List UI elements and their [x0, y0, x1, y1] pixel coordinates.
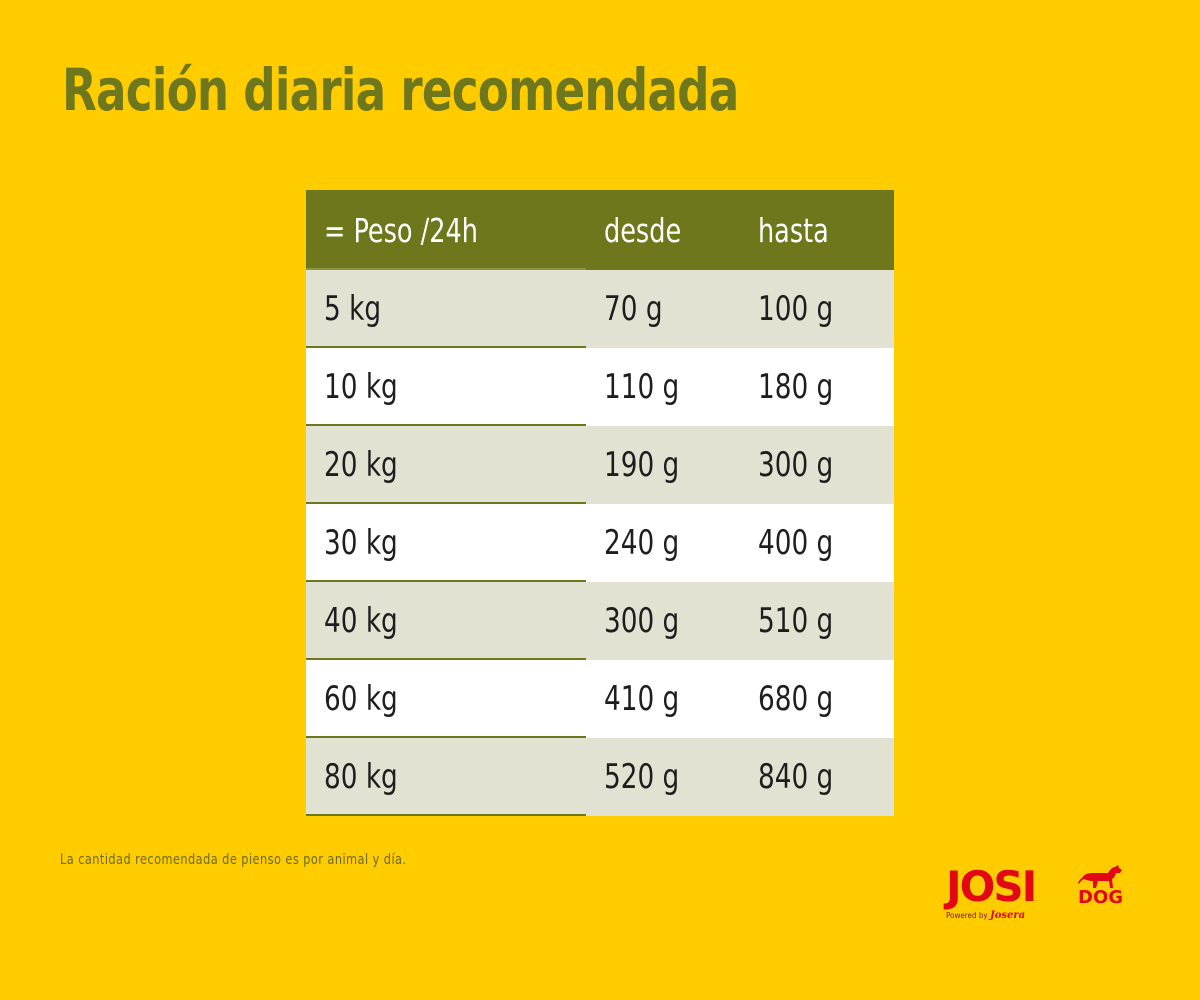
- logo-dog-text: DOG: [1078, 887, 1124, 908]
- to-cell: 180 g: [740, 348, 894, 426]
- weight-value: 80 kg: [324, 757, 398, 797]
- weight-cell: 20 kg: [306, 426, 586, 504]
- header-from-label: desde: [604, 210, 682, 250]
- to-cell: 400 g: [740, 504, 894, 582]
- from-value: 70 g: [604, 289, 663, 329]
- weight-cell: 10 kg: [306, 348, 586, 426]
- table-row: 60 kg 410 g 680 g: [306, 660, 894, 738]
- from-cell: 300 g: [586, 582, 740, 660]
- from-value: 410 g: [604, 679, 680, 719]
- weight-value: 40 kg: [324, 601, 398, 641]
- from-cell: 110 g: [586, 348, 740, 426]
- to-value: 180 g: [758, 367, 834, 407]
- from-value: 240 g: [604, 523, 680, 563]
- page-title: Ración diaria recomendada: [62, 56, 739, 124]
- header-weight-label: = Peso /24h: [324, 210, 478, 250]
- weight-value: 5 kg: [324, 289, 382, 329]
- from-cell: 70 g: [586, 270, 740, 348]
- logo-tagline: Powered by Josera: [946, 910, 1025, 922]
- to-value: 840 g: [758, 757, 834, 797]
- to-value: 680 g: [758, 679, 834, 719]
- table-row: 30 kg 240 g 400 g: [306, 504, 894, 582]
- from-cell: 190 g: [586, 426, 740, 504]
- table-row: 20 kg 190 g 300 g: [306, 426, 894, 504]
- feeding-table: = Peso /24h desde hasta 5 kg 70 g 100 g …: [306, 190, 894, 816]
- table-row: 40 kg 300 g 510 g: [306, 582, 894, 660]
- to-value: 300 g: [758, 445, 834, 485]
- from-cell: 410 g: [586, 660, 740, 738]
- powered-by-text: Powered by: [946, 911, 988, 920]
- to-cell: 510 g: [740, 582, 894, 660]
- weight-cell: 5 kg: [306, 270, 586, 348]
- to-value: 400 g: [758, 523, 834, 563]
- table-row: 10 kg 110 g 180 g: [306, 348, 894, 426]
- weight-cell: 30 kg: [306, 504, 586, 582]
- from-value: 520 g: [604, 757, 680, 797]
- table-header-row: = Peso /24h desde hasta: [306, 190, 894, 270]
- header-cell-to: hasta: [740, 190, 894, 270]
- from-cell: 240 g: [586, 504, 740, 582]
- weight-cell: 60 kg: [306, 660, 586, 738]
- header-cell-from: desde: [586, 190, 740, 270]
- table-row: 5 kg 70 g 100 g: [306, 270, 894, 348]
- to-cell: 840 g: [740, 738, 894, 816]
- from-value: 190 g: [604, 445, 680, 485]
- from-value: 300 g: [604, 601, 680, 641]
- weight-value: 60 kg: [324, 679, 398, 719]
- to-cell: 100 g: [740, 270, 894, 348]
- table-row: 80 kg 520 g 840 g: [306, 738, 894, 816]
- weight-value: 30 kg: [324, 523, 398, 563]
- footnote: La cantidad recomendada de pienso es por…: [60, 852, 407, 868]
- to-cell: 300 g: [740, 426, 894, 504]
- weight-cell: 40 kg: [306, 582, 586, 660]
- to-cell: 680 g: [740, 660, 894, 738]
- weight-cell: 80 kg: [306, 738, 586, 816]
- logo-wordmark: JOSI: [946, 862, 1037, 911]
- to-value: 100 g: [758, 289, 834, 329]
- weight-value: 20 kg: [324, 445, 398, 485]
- header-to-label: hasta: [758, 210, 829, 250]
- to-value: 510 g: [758, 601, 834, 641]
- weight-value: 10 kg: [324, 367, 398, 407]
- dog-icon: [1078, 865, 1122, 888]
- josera-brand: Josera: [989, 910, 1026, 921]
- from-value: 110 g: [604, 367, 680, 407]
- from-cell: 520 g: [586, 738, 740, 816]
- header-cell-weight: = Peso /24h: [306, 190, 586, 270]
- josidog-logo: JOSI DOG Powered by Josera: [946, 862, 1136, 928]
